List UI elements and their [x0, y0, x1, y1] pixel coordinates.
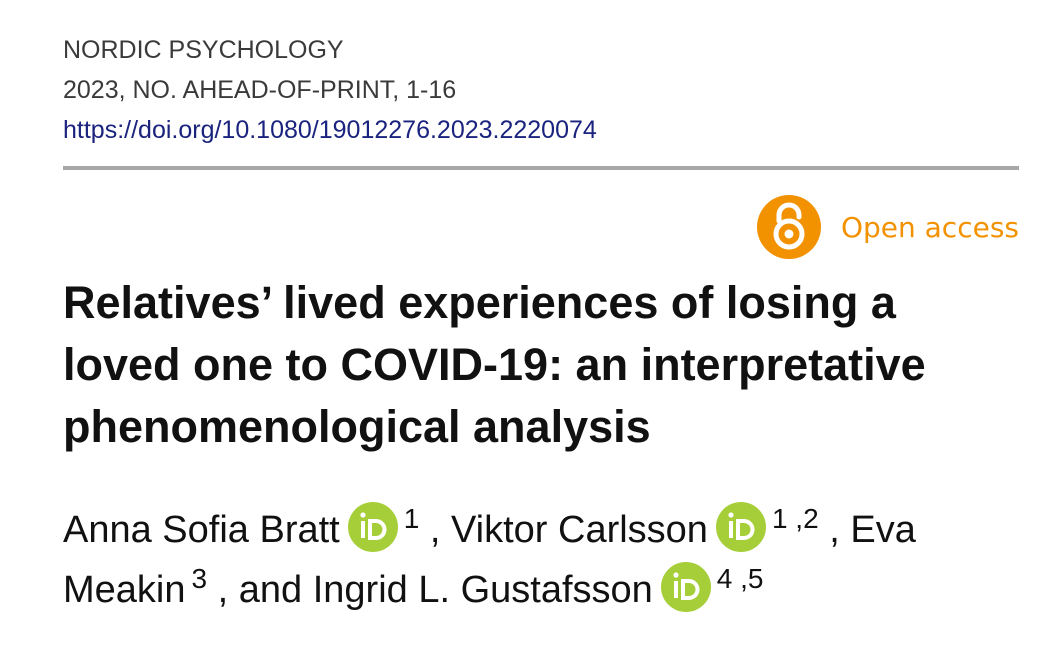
header-divider	[63, 166, 1019, 170]
author-separator: ,	[818, 509, 840, 551]
doi-link[interactable]: https://doi.org/10.1080/19012276.2023.22…	[63, 116, 597, 144]
author-name[interactable]: Anna Sofia Bratt	[63, 509, 340, 551]
journal-issue: 2023, NO. AHEAD-OF-PRINT, 1-16	[63, 76, 457, 104]
author-separator: ,	[419, 509, 441, 551]
affiliation-marker[interactable]: 3	[191, 563, 208, 594]
affiliation-marker[interactable]: 4 ,5	[716, 563, 764, 594]
article-title: Relatives’ lived experiences of losing a…	[63, 277, 926, 452]
affiliation-marker[interactable]: 1	[403, 503, 420, 534]
orcid-icon[interactable]	[660, 562, 711, 612]
journal-name: NORDIC PSYCHOLOGY	[63, 36, 344, 64]
affiliation-marker[interactable]: 1 ,2	[771, 503, 819, 534]
orcid-icon[interactable]	[715, 502, 766, 552]
open-access-label: Open access	[840, 210, 1019, 244]
author-name[interactable]: Eva Meakin	[63, 509, 916, 611]
open-access-lock-icon	[756, 195, 821, 259]
article-header: NORDIC PSYCHOLOGY 2023, NO. AHEAD-OF-PRI…	[63, 30, 1019, 620]
open-access-badge: Open access	[63, 194, 1019, 260]
author-name[interactable]: Viktor Carlsson	[451, 509, 708, 551]
author-separator: , and	[207, 569, 303, 611]
author-name[interactable]: Ingrid L. Gustafsson	[312, 569, 653, 611]
author-list: Anna Sofia Bratt 1 , Viktor Carlsson 1 ,2 …	[63, 500, 1019, 620]
orcid-icon[interactable]	[347, 502, 398, 552]
